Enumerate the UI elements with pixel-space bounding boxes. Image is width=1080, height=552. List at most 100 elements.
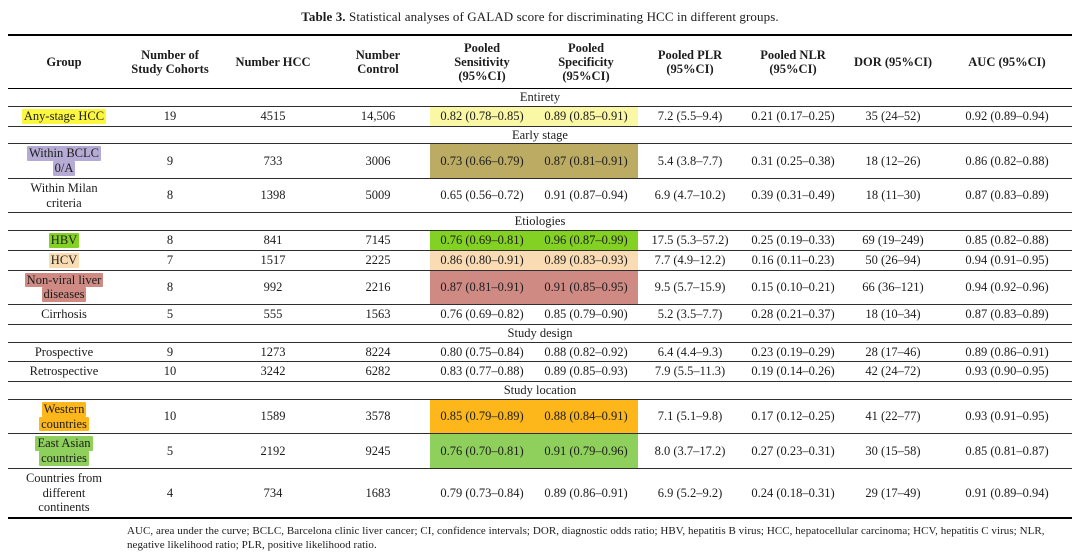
nlr-cell: 0.25 (0.19–0.33) [751, 233, 835, 247]
plr-cell: 6.9 (4.7–10.2) [654, 188, 726, 203]
group-label: criteria [46, 195, 82, 210]
group-cell: Within Milan criteria [8, 178, 120, 213]
sens-cell: 0.76 (0.69–0.81) [430, 230, 534, 251]
hcc-cell: 1273 [260, 344, 286, 359]
auc-cell: 0.91 (0.89–0.94) [965, 485, 1049, 500]
plr-cell: 9.5 (5.7–15.9) [654, 279, 726, 294]
control-cell: 3578 [365, 409, 391, 424]
dor-cell: 28 (17–46) [865, 344, 921, 359]
table-row: East Asian countries 5 2192 9245 0.76 (0.70–0… [8, 433, 1072, 469]
dor-cell: 29 (17–49) [865, 485, 921, 500]
table-row: HBV 8 841 7145 0.76 (0.69–0.81) 0.96 (0.87–0.… [8, 230, 1072, 251]
spec-cell: 0.96 (0.87–0.99) [534, 230, 638, 251]
spec-cell: 0.89 (0.83–0.93) [534, 250, 638, 270]
group-label: Within BCLC [27, 146, 101, 161]
table-row: HCV 7 1517 2225 0.86 (0.80–0.91) 0.89 (0.83–0… [8, 250, 1072, 270]
nlr-cell: 0.31 (0.25–0.38) [751, 153, 835, 168]
sens-cell: 0.86 (0.80–0.91) [430, 250, 534, 270]
column-header: DOR (95%CI) [844, 34, 942, 89]
nlr-cell: 0.15 (0.10–0.21) [751, 279, 835, 294]
column-header: Group [8, 34, 120, 89]
spec-cell: 0.89 (0.85–0.93) [544, 364, 628, 379]
group-label: Cirrhosis [41, 307, 87, 321]
group-label: HBV [48, 233, 80, 248]
dor-cell: 69 (19–249) [862, 233, 924, 247]
hcc-cell: 1589 [260, 409, 286, 424]
group-label: Western [41, 401, 87, 417]
plr-cell: 5.2 (3.5–7.7) [657, 307, 723, 321]
group-cell: Western countries [8, 399, 120, 434]
plr-cell: 7.2 (5.5–9.4) [657, 108, 723, 123]
sens-cell: 0.65 (0.56–0.72) [440, 188, 524, 203]
spec-cell: 0.89 (0.85–0.91) [534, 106, 638, 126]
table-row: Countries from different continents 4 734 168… [8, 468, 1072, 518]
hcc-cell: 1517 [260, 252, 286, 267]
control-cell: 2225 [365, 252, 391, 267]
nlr-cell: 0.23 (0.19–0.29) [751, 344, 835, 359]
table-row: Western countries 10 1589 3578 0.85 (0.79–0.8… [8, 399, 1072, 434]
spec-cell: 0.87 (0.81–0.91) [534, 143, 638, 179]
auc-cell: 0.93 (0.90–0.95) [965, 364, 1049, 379]
column-header: Pooled NLR (95%CI) [742, 34, 844, 89]
group-cell: HBV [8, 231, 120, 251]
cohorts-cell: 9 [166, 153, 174, 168]
group-label: Countries from [25, 470, 103, 485]
group-label: Retrospective [29, 364, 99, 379]
cohorts-cell: 8 [166, 233, 174, 247]
group-cell: Any-stage HCC [8, 106, 120, 126]
group-cell: Cirrhosis [8, 305, 120, 325]
group-cell: Retrospective [8, 362, 120, 382]
table-header: Group Number of Study Cohorts Number HCC Nu… [8, 34, 1072, 89]
auc-cell: 0.87 (0.83–0.89) [965, 188, 1049, 203]
hcc-cell: 2192 [260, 443, 286, 458]
nlr-cell: 0.27 (0.23–0.31) [751, 443, 835, 458]
cohorts-cell: 10 [163, 364, 177, 379]
plr-cell: 6.4 (4.4–9.3) [657, 344, 723, 359]
section-header: Study design [8, 323, 1072, 343]
hcc-cell: 734 [263, 485, 283, 500]
table-row: Non-viral liver diseases 8 992 2216 0.87 (0.8… [8, 270, 1072, 305]
control-cell: 1563 [365, 307, 391, 321]
column-header: Number Control [326, 34, 430, 89]
plr-cell: 8.0 (3.7–17.2) [654, 443, 726, 458]
statistics-table: Group Number of Study Cohorts Number HCC Nu… [8, 34, 1072, 519]
section-row: Study location [8, 381, 1072, 400]
sens-cell: 0.83 (0.77–0.88) [440, 364, 524, 379]
table-row: Prospective 9 1273 8224 0.80 (0.75–0.84) 0.88… [8, 342, 1072, 362]
control-cell: 5009 [365, 188, 391, 203]
column-header: Number HCC [220, 34, 326, 89]
control-cell: 14,506 [360, 108, 396, 123]
nlr-cell: 0.16 (0.11–0.23) [751, 252, 835, 267]
section-header: Study location [8, 381, 1072, 400]
auc-cell: 0.93 (0.91–0.95) [965, 409, 1049, 424]
cohorts-cell: 10 [163, 409, 177, 424]
spec-cell: 0.91 (0.85–0.95) [534, 270, 638, 305]
nlr-cell: 0.21 (0.17–0.25) [751, 108, 835, 123]
dor-cell: 30 (15–58) [865, 443, 921, 458]
section-row: Early stage [8, 125, 1072, 145]
auc-cell: 0.87 (0.83–0.89) [965, 307, 1049, 321]
group-cell: East Asian countries [8, 434, 120, 469]
cohorts-cell: 5 [166, 307, 174, 321]
control-cell: 2216 [365, 279, 391, 294]
column-header: AUC (95%CI) [942, 34, 1072, 89]
group-label: East Asian [35, 436, 93, 451]
nlr-cell: 0.24 (0.18–0.31) [751, 485, 835, 500]
group-label: countries [39, 416, 89, 432]
column-header: Number of Study Cohorts [120, 34, 220, 89]
group-label: 0/A [52, 161, 76, 176]
hcc-cell: 1398 [260, 188, 286, 203]
hcc-cell: 3242 [260, 364, 286, 379]
cohorts-cell: 19 [163, 108, 177, 123]
plr-cell: 7.7 (4.9–12.2) [654, 252, 726, 267]
section-header: Etiologies [8, 212, 1072, 231]
group-label: Any-stage HCC [21, 108, 107, 124]
control-cell: 6282 [365, 364, 391, 379]
spec-cell: 0.88 (0.84–0.91) [534, 399, 638, 434]
section-row: Etiologies [8, 212, 1072, 231]
table-row: Within Milan criteria 8 1398 5009 0.65 (0.56–… [8, 178, 1072, 213]
dor-cell: 35 (24–52) [865, 108, 921, 123]
nlr-cell: 0.39 (0.31–0.49) [751, 188, 835, 203]
dor-cell: 41 (22–77) [865, 409, 921, 424]
group-label: Prospective [34, 344, 94, 359]
